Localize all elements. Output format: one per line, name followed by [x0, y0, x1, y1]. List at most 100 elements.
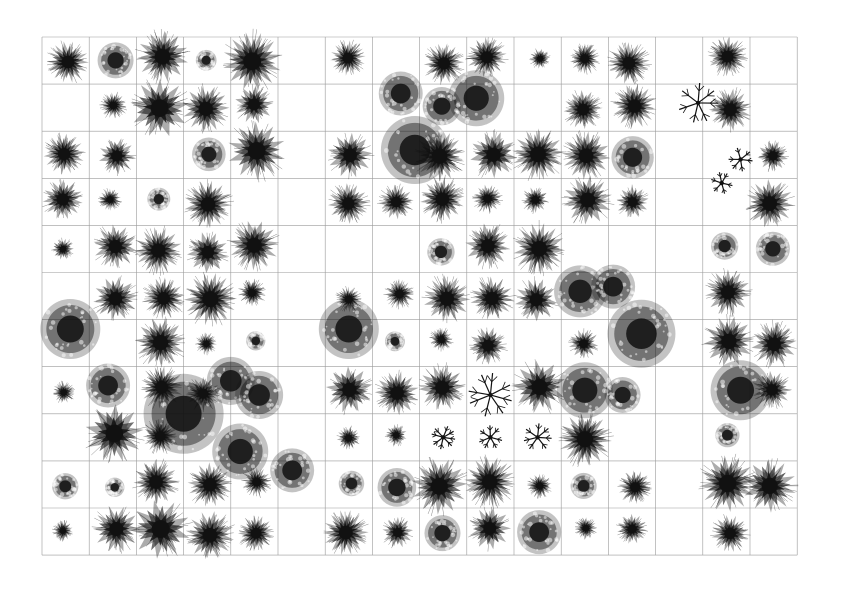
spiky-canopy-symbol	[142, 276, 185, 320]
spiky-canopy-symbol	[569, 43, 600, 75]
branching-shrub-symbol	[431, 426, 456, 450]
spiky-canopy-symbol	[617, 470, 652, 505]
spiky-canopy-symbol	[708, 87, 751, 133]
spiky-canopy-symbol	[512, 128, 567, 181]
spiky-canopy-symbol	[558, 412, 614, 467]
round-canopy-symbol	[754, 231, 790, 267]
spiky-canopy-symbol	[130, 77, 189, 137]
spiky-canopy-symbol	[43, 132, 86, 175]
round-canopy-symbol	[212, 423, 269, 480]
spiky-canopy-symbol	[238, 515, 274, 552]
spiky-canopy-symbol	[235, 84, 274, 124]
spiky-canopy-symbol	[185, 511, 235, 560]
round-canopy-symbol	[192, 137, 226, 172]
round-canopy-symbol	[554, 265, 607, 318]
round-canopy-symbol	[235, 370, 284, 419]
spiky-canopy-symbol	[512, 219, 566, 277]
spiky-canopy-symbol	[411, 456, 468, 517]
spiky-canopy-symbol	[701, 314, 756, 367]
branching-shrub-symbol	[679, 82, 719, 123]
spiky-canopy-symbol	[377, 183, 414, 220]
spiky-canopy-symbol	[423, 43, 465, 85]
spiky-canopy-symbol	[51, 237, 74, 260]
spiky-canopy-symbol	[140, 366, 183, 409]
round-canopy-symbol	[40, 299, 101, 360]
spiky-canopy-symbol	[753, 370, 792, 409]
spiky-canopy-symbol	[182, 83, 230, 134]
spiky-canopy-symbol	[514, 276, 559, 322]
round-canopy-symbol	[86, 362, 131, 408]
round-canopy-symbol	[611, 136, 654, 179]
spiky-canopy-symbol	[698, 453, 758, 512]
spiky-canopy-symbol	[420, 174, 465, 224]
spiky-canopy-symbol	[568, 328, 599, 359]
spiky-canopy-symbol	[743, 458, 799, 513]
spiky-canopy-symbol	[561, 130, 611, 182]
spiky-canopy-symbol	[470, 276, 516, 320]
round-canopy-symbol	[206, 356, 255, 405]
branching-shrub-symbol	[523, 423, 552, 450]
spiky-canopy-symbol	[135, 28, 191, 84]
spiky-canopy-symbol	[465, 37, 509, 78]
spiky-canopy-symbol	[238, 278, 266, 307]
spiky-canopy-symbol	[325, 366, 373, 416]
spiky-canopy-symbol	[384, 424, 407, 447]
spiky-canopy-symbol	[705, 267, 753, 317]
spiky-canopy-symbol	[93, 224, 139, 269]
round-canopy-symbol	[604, 376, 641, 413]
spiky-canopy-symbol	[228, 120, 285, 183]
spiky-canopy-symbol	[42, 179, 83, 219]
round-canopy-symbol	[318, 299, 379, 360]
spiky-canopy-symbol	[53, 380, 75, 404]
round-canopy-symbol	[569, 472, 597, 500]
spiky-canopy-symbol	[184, 179, 235, 229]
spiky-canopy-symbol	[85, 404, 146, 464]
branching-shrub-symbol	[479, 425, 503, 449]
spiky-canopy-symbol	[745, 179, 796, 228]
spiky-canopy-symbol	[46, 40, 89, 84]
spiky-canopy-symbol	[757, 140, 789, 173]
spiky-canopy-symbol	[414, 130, 465, 182]
spiky-canopy-symbol	[130, 500, 193, 559]
spiky-canopy-symbol	[185, 376, 221, 413]
round-canopy-symbol	[710, 232, 739, 260]
spiky-canopy-symbol	[134, 225, 182, 276]
spiky-canopy-symbol	[563, 90, 603, 130]
round-canopy-symbol	[427, 238, 455, 267]
round-canopy-symbol	[710, 360, 771, 421]
spiky-canopy-symbol	[226, 221, 280, 272]
spiky-canopy-symbol	[383, 279, 415, 310]
grid-lines	[41, 36, 798, 556]
round-canopy-symbol	[607, 299, 676, 368]
spiky-canopy-symbol	[187, 231, 229, 274]
spiky-canopy-symbol	[468, 506, 512, 552]
round-canopy-symbol	[97, 42, 134, 79]
spiky-canopy-symbol	[93, 275, 139, 322]
spiky-canopy-symbol	[98, 188, 122, 211]
spiky-canopy-symbol	[52, 520, 73, 542]
spiky-canopy-symbol	[99, 138, 137, 177]
round-canopy-symbol	[338, 469, 365, 497]
spiky-canopy-symbol	[469, 327, 508, 365]
spiky-canopy-symbol	[328, 183, 371, 224]
spiky-canopy-symbol	[328, 132, 375, 180]
spiky-canopy-symbol	[465, 223, 511, 270]
spiky-canopy-symbol	[616, 184, 649, 218]
spiky-canopy-symbol	[616, 513, 649, 544]
round-canopy-symbol	[556, 362, 613, 419]
round-canopy-symbol	[105, 477, 125, 498]
spiky-canopy-symbol	[511, 359, 565, 414]
round-canopy-symbol	[517, 510, 562, 555]
spiky-canopy-symbol	[241, 467, 272, 498]
spiky-canopy-symbol	[382, 516, 414, 549]
spiky-canopy-symbol	[142, 419, 178, 454]
spiky-canopy-symbol	[464, 454, 516, 509]
round-canopy-symbol	[422, 87, 461, 126]
spiky-canopy-symbol	[710, 514, 751, 552]
spiky-canopy-symbol	[322, 510, 369, 555]
spiky-canopy-symbol	[751, 319, 797, 369]
spiky-canopy-symbol	[187, 462, 233, 507]
spiky-canopy-symbol	[195, 332, 217, 356]
